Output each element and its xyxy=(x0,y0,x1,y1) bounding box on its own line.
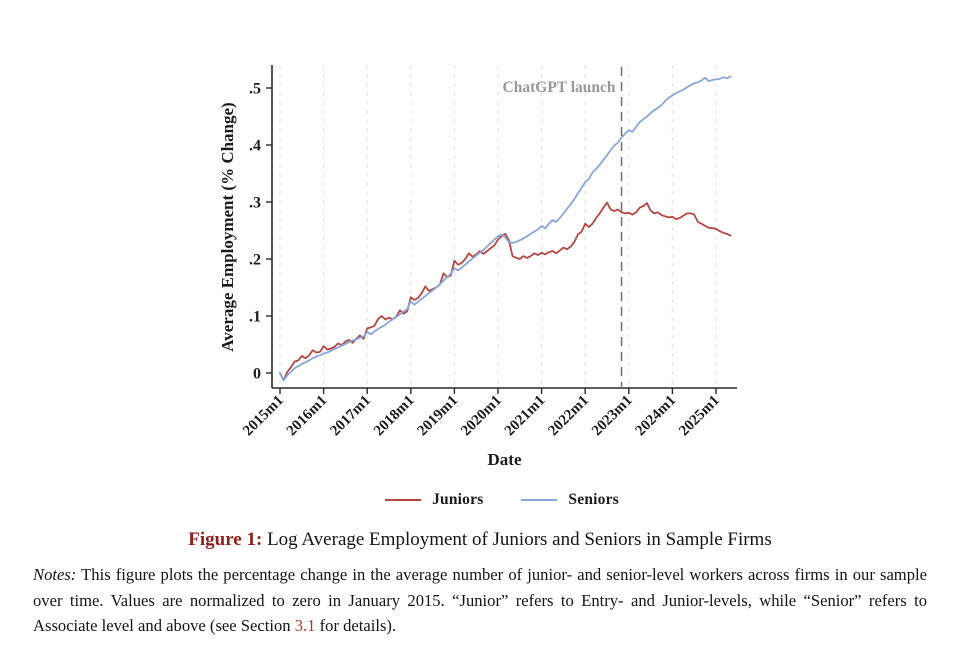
figure-caption-text: Log Average Employment of Juniors and Se… xyxy=(267,529,772,550)
employment-line-chart: 2015m12016m12017m12018m12019m12020m12021… xyxy=(218,65,737,469)
y-tick-label: .5 xyxy=(249,81,261,98)
y-tick-label: .3 xyxy=(249,195,261,212)
seniors-series-line xyxy=(279,75,732,382)
y-tick-label: .1 xyxy=(249,309,261,326)
legend-label-juniors: Juniors xyxy=(432,491,484,508)
x-tick-label: 2024m1 xyxy=(633,393,680,440)
x-tick-label: 2015m1 xyxy=(240,393,287,440)
x-tick-label: 2020m1 xyxy=(458,393,505,440)
notes-label: Notes: xyxy=(33,565,77,584)
x-tick-label: 2016m1 xyxy=(284,393,331,440)
section-link[interactable]: 3.1 xyxy=(294,616,316,635)
y-tick-label: 0 xyxy=(253,366,261,383)
legend-item-juniors: Juniors xyxy=(385,491,483,509)
juniors-line-swatch xyxy=(385,499,422,501)
y-axis-title: Average Employment (% Change) xyxy=(218,102,237,351)
x-axis-title: Date xyxy=(488,450,522,469)
y-tick-label: .2 xyxy=(249,252,261,269)
y-tick-label: .4 xyxy=(249,138,261,155)
legend-item-seniors: Seniors xyxy=(521,491,619,509)
chart-legend: Juniors Seniors xyxy=(44,491,960,509)
x-tick-label: 2019m1 xyxy=(415,393,462,440)
legend-label-seniors: Seniors xyxy=(568,491,619,508)
juniors-series-line xyxy=(279,201,732,382)
x-tick-label: 2022m1 xyxy=(545,393,592,440)
x-tick-label: 2023m1 xyxy=(589,393,636,440)
chatgpt-launch-label: ChatGPT launch xyxy=(503,79,616,96)
figure-caption: Figure 1: Log Average Employment of Juni… xyxy=(0,529,960,551)
x-tick-label: 2021m1 xyxy=(502,393,549,440)
notes-text-end: for details). xyxy=(315,616,397,635)
figure-number-label: Figure 1: xyxy=(188,529,263,550)
x-tick-label: 2025m1 xyxy=(676,393,723,440)
x-tick-label: 2017m1 xyxy=(327,393,374,440)
seniors-line-swatch xyxy=(521,499,558,501)
x-tick-label: 2018m1 xyxy=(371,393,418,440)
figure-notes: Notes: This figure plots the percentage … xyxy=(33,562,927,639)
notes-text: This figure plots the percentage change … xyxy=(33,565,927,635)
